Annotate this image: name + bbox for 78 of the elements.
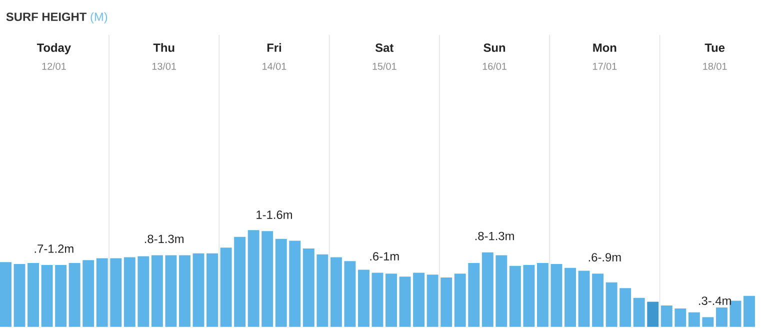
bar xyxy=(220,248,232,327)
bar xyxy=(41,265,53,327)
text: Fri xyxy=(267,43,281,52)
bar xyxy=(358,270,370,327)
bar xyxy=(110,258,122,327)
bar xyxy=(744,296,755,327)
bar xyxy=(564,268,576,327)
bar xyxy=(592,274,604,327)
bar xyxy=(550,264,562,327)
text: 17/01 xyxy=(593,62,617,70)
text: Tue xyxy=(704,44,725,52)
bar xyxy=(440,278,452,327)
bar xyxy=(688,312,700,327)
text: 14/01 xyxy=(262,62,286,70)
text: 18/01 xyxy=(703,62,727,70)
bar xyxy=(289,240,301,327)
bar xyxy=(523,265,535,327)
bar xyxy=(0,262,12,327)
bar xyxy=(124,257,136,327)
bar xyxy=(660,306,672,327)
bar xyxy=(454,274,466,327)
bar xyxy=(482,252,494,327)
bar xyxy=(192,253,204,327)
bar xyxy=(262,231,274,327)
text: 13/01 xyxy=(152,62,176,70)
bar xyxy=(386,274,397,327)
annotation: .7-1.2m xyxy=(34,244,74,253)
bar xyxy=(578,270,590,327)
bar xyxy=(413,272,425,327)
bar xyxy=(620,288,632,327)
annotation: .8-1.3m xyxy=(144,234,184,244)
bar xyxy=(68,263,80,327)
bar xyxy=(234,237,246,327)
bar xyxy=(716,308,728,327)
bar xyxy=(55,265,67,327)
bar xyxy=(138,256,150,327)
bar xyxy=(468,263,480,327)
annotation: .6-.9m xyxy=(588,253,621,262)
bar xyxy=(82,260,94,327)
text: Sat xyxy=(375,44,394,52)
bar xyxy=(316,254,328,327)
bar xyxy=(399,276,411,327)
chart-subtitle: (M) xyxy=(90,12,108,24)
chart-title: SURF HEIGHT xyxy=(6,12,87,22)
text: 15/01 xyxy=(372,62,396,70)
bar xyxy=(206,253,218,327)
bar xyxy=(536,263,548,327)
annotation: .8-1.3m xyxy=(475,232,514,240)
bar xyxy=(647,302,659,327)
text: 16/01 xyxy=(482,62,506,70)
bar xyxy=(633,298,645,327)
text: Thu xyxy=(153,43,174,52)
bar xyxy=(509,266,521,327)
annotation: .6-1m xyxy=(370,252,399,261)
bar xyxy=(344,261,356,327)
text: Sun xyxy=(484,44,506,52)
bar xyxy=(275,238,287,327)
bar xyxy=(730,300,742,327)
bar xyxy=(702,317,714,327)
bar xyxy=(14,264,26,327)
text: 12/01 xyxy=(42,62,66,70)
bar xyxy=(674,308,686,327)
bar xyxy=(165,255,177,327)
bar xyxy=(330,257,342,327)
bar xyxy=(496,255,508,327)
annotation: .3-.4m xyxy=(699,296,731,306)
bar xyxy=(28,263,40,327)
bar xyxy=(372,272,384,327)
text: Mon xyxy=(593,44,616,52)
bar xyxy=(151,255,163,327)
bar xyxy=(302,248,314,327)
bar xyxy=(248,230,260,327)
text: Today xyxy=(36,43,71,54)
bar xyxy=(606,282,618,327)
bar xyxy=(426,274,438,327)
text: 1-1.6m xyxy=(256,210,292,220)
bar xyxy=(179,255,190,327)
bar xyxy=(96,258,108,327)
